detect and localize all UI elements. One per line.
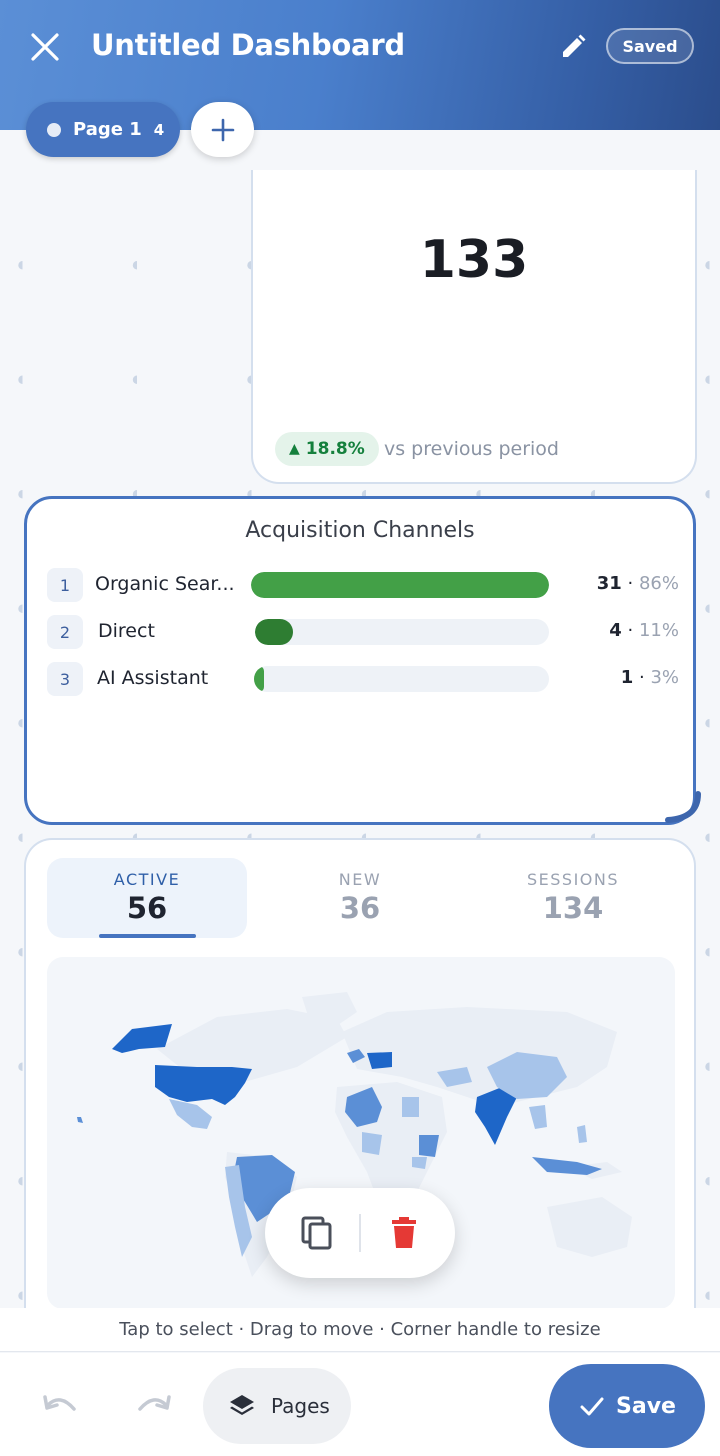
channel-value: 31 · 86% xyxy=(596,573,679,594)
widget-title: Acquisition Channels xyxy=(245,518,475,543)
channel-percent: 11% xyxy=(638,620,679,641)
channel-row: 1 Organic Sear... 31 · 86% xyxy=(47,568,679,602)
map-egypt xyxy=(402,1097,419,1117)
channel-row: 2 Direct 4 · 11% xyxy=(47,615,679,649)
metric-tab-new[interactable]: NEW 36 xyxy=(260,858,460,938)
trash-icon xyxy=(392,1217,416,1248)
edit-title-button[interactable] xyxy=(558,32,588,62)
bottom-toolbar: Pages Save xyxy=(0,1353,720,1456)
channel-value: 4 · 11% xyxy=(609,620,679,641)
channel-bar-fill xyxy=(255,619,294,645)
channel-label: Direct xyxy=(98,620,155,642)
save-button[interactable]: Save xyxy=(549,1364,705,1448)
channel-label: Organic Sear... xyxy=(95,573,235,595)
kpi-value: 133 xyxy=(419,230,529,290)
channel-bar-track xyxy=(251,572,549,598)
undo-button[interactable] xyxy=(40,1387,80,1427)
map-australia-base xyxy=(547,1197,632,1257)
rank-badge: 3 xyxy=(47,662,83,696)
channel-bar-track xyxy=(255,619,549,645)
channel-percent: 86% xyxy=(638,573,679,594)
map-east-africa xyxy=(412,1157,427,1169)
rank-badge: 2 xyxy=(47,615,83,649)
map-ethiopia xyxy=(419,1135,439,1157)
map-alaska xyxy=(112,1024,172,1053)
redo-button[interactable] xyxy=(134,1387,174,1427)
channel-percent: 3% xyxy=(650,667,679,688)
add-page-button[interactable] xyxy=(191,102,254,157)
map-southeast-asia xyxy=(529,1105,547,1129)
channel-count: 31 xyxy=(596,573,622,594)
pages-button[interactable]: Pages xyxy=(203,1368,351,1444)
rank-badge: 1 xyxy=(47,568,83,602)
metric-value: 134 xyxy=(542,891,604,925)
map-china xyxy=(487,1052,567,1099)
map-middle-east xyxy=(437,1067,472,1087)
trend-up-icon: ▲ xyxy=(289,441,300,457)
map-india xyxy=(475,1087,517,1145)
layers-icon xyxy=(230,1395,254,1415)
check-icon xyxy=(580,1397,604,1416)
redo-icon xyxy=(138,1395,171,1411)
channel-label: AI Assistant xyxy=(97,667,209,689)
metric-label: SESSIONS xyxy=(526,870,619,889)
page-tab-label: Page 1 xyxy=(73,119,142,140)
dashboard-title[interactable]: Untitled Dashboard xyxy=(91,28,405,62)
map-hawaii xyxy=(77,1117,83,1123)
map-central-africa xyxy=(362,1132,382,1155)
plus-icon xyxy=(211,118,234,141)
metric-label: ACTIVE xyxy=(113,870,181,889)
delete-button[interactable] xyxy=(382,1211,426,1255)
save-label: Save xyxy=(616,1393,676,1419)
metric-tab-active[interactable]: ACTIVE 56 xyxy=(47,858,247,938)
close-icon xyxy=(31,33,59,61)
acquisition-channels-widget[interactable]: Acquisition Channels 1 Organic Sear... 3… xyxy=(24,496,696,825)
map-usa xyxy=(155,1065,252,1105)
metric-value: 36 xyxy=(339,891,381,925)
map-indonesia xyxy=(532,1157,602,1175)
page-indicator-dot xyxy=(47,122,61,137)
hint-text: Tap to select · Drag to move · Corner ha… xyxy=(0,1308,720,1352)
page-widget-count: 4 xyxy=(153,120,165,139)
kpi-widget[interactable]: 133 ▲ 18.8% vs previous period xyxy=(251,170,697,484)
channel-count: 4 xyxy=(609,620,622,641)
action-divider xyxy=(359,1214,361,1252)
map-europe-2 xyxy=(367,1052,392,1069)
widget-action-pill xyxy=(265,1188,455,1278)
channel-bar-track xyxy=(254,666,549,692)
channel-row: 3 AI Assistant 1 · 3% xyxy=(47,662,679,696)
metric-label: NEW xyxy=(338,870,382,889)
saved-status-badge: Saved xyxy=(606,28,694,64)
trend-value: 18.8% xyxy=(305,439,365,459)
metric-tab-sessions[interactable]: SESSIONS 134 xyxy=(473,858,673,938)
channel-value: 1 · 3% xyxy=(620,667,679,688)
undo-icon xyxy=(43,1395,76,1411)
world-map-svg xyxy=(77,992,632,1277)
channel-bar-fill xyxy=(251,572,549,598)
metric-value: 56 xyxy=(126,891,168,925)
map-algeria xyxy=(345,1087,382,1127)
trend-badge: ▲ 18.8% xyxy=(275,432,379,466)
copy-icon xyxy=(301,1216,332,1250)
geography-widget[interactable]: ACTIVE 56 NEW 36 SESSIONS 134 xyxy=(24,838,696,1338)
map-europe-1 xyxy=(347,1049,365,1063)
map-greenland xyxy=(302,992,357,1029)
channel-count: 1 xyxy=(620,667,634,688)
pencil-icon xyxy=(563,34,586,57)
resize-handle[interactable] xyxy=(660,788,704,832)
page-tab-active[interactable]: Page 1 4 xyxy=(26,102,180,157)
duplicate-button[interactable] xyxy=(295,1211,339,1255)
pages-label: Pages xyxy=(271,1394,330,1418)
channel-bar-fill xyxy=(254,666,265,692)
map-west-south-america xyxy=(225,1165,252,1257)
close-button[interactable] xyxy=(26,28,64,66)
map-philippines xyxy=(577,1125,587,1143)
trend-label: vs previous period xyxy=(384,438,559,460)
corner-resize-icon xyxy=(665,791,701,823)
tab-underline xyxy=(99,934,196,938)
map-mexico xyxy=(169,1099,212,1129)
